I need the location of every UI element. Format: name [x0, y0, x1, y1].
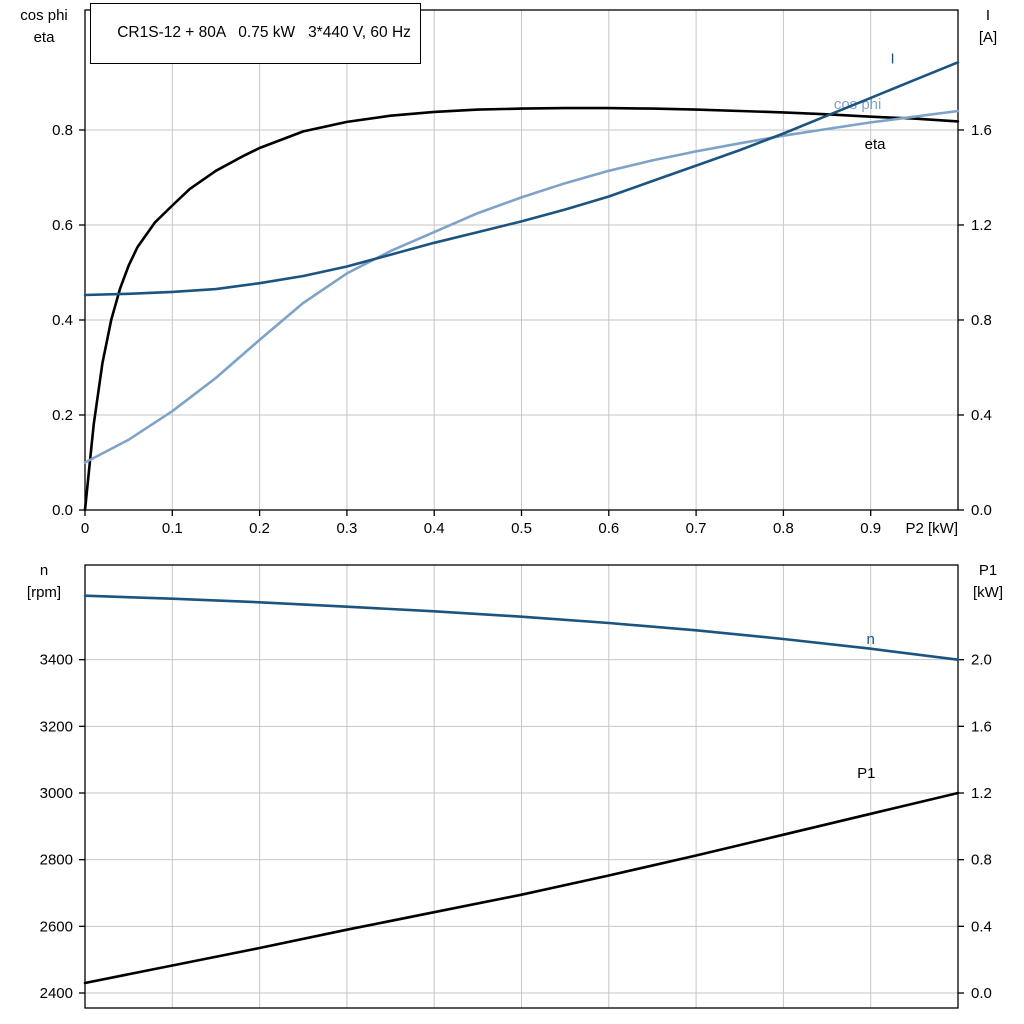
x-axis-tick-label: 0	[81, 520, 89, 537]
left-axis-tick-label: 2600	[40, 918, 73, 935]
curve-cos-phi	[83, 109, 960, 464]
right-axis-tick-label: 1.6	[971, 718, 992, 735]
left-axis-title: eta	[34, 29, 56, 46]
right-axis-tick-label: 0.8	[971, 852, 992, 869]
left-axis-tick-label: 0.6	[52, 217, 73, 234]
x-axis-tick-label: 0.7	[686, 520, 707, 537]
left-axis-tick-label: 0.8	[52, 122, 73, 139]
right-axis-tick-label: 0.0	[971, 502, 992, 519]
right-axis-tick-label: 2.0	[971, 652, 992, 669]
curve-eta	[83, 106, 960, 512]
left-axis-tick-label: 3400	[40, 652, 73, 669]
curve-speed	[83, 594, 960, 662]
right-axis-title: [A]	[979, 29, 997, 46]
curve-current	[83, 60, 960, 297]
right-axis-tick-label: 0.0	[971, 985, 992, 1002]
x-axis-tick-label: 0.4	[424, 520, 445, 537]
right-axis-tick-label: 1.2	[971, 785, 992, 802]
right-axis-tick-label: 1.2	[971, 217, 992, 234]
left-axis-tick-label: 3200	[40, 718, 73, 735]
curve-label-input-power: P1	[857, 765, 875, 782]
right-axis-tick-label: 1.6	[971, 122, 992, 139]
x-axis-tick-label: 0.1	[162, 520, 183, 537]
left-axis-tick-label: 0.0	[52, 502, 73, 519]
left-axis-tick-label: 0.4	[52, 312, 73, 329]
left-axis-tick-label: 0.2	[52, 407, 73, 424]
left-axis-tick-label: 2400	[40, 985, 73, 1002]
x-axis-tick-label: 0.2	[249, 520, 270, 537]
curve-label-current: I	[890, 51, 894, 68]
left-axis-title: [rpm]	[27, 584, 61, 601]
chart-motor-speed-power: 2400 2600 2800 3000 3200 3400 0.0 0.4 0.8 1.2 1.6 2…	[27, 562, 1003, 1009]
left-axis-title: n	[40, 562, 48, 579]
x-axis-tick-label: 0.9	[860, 520, 881, 537]
right-axis-title: P1	[979, 562, 997, 579]
curve-label-eta: eta	[865, 136, 887, 153]
right-axis-tick-label: 0.4	[971, 918, 992, 935]
curve-input-power	[83, 791, 960, 985]
x-axis-tick-label: 0.6	[598, 520, 619, 537]
left-axis-title: cos phi	[20, 7, 68, 24]
curve-label-speed: n	[867, 631, 875, 648]
plot-frame	[84, 564, 959, 1009]
x-axis-tick-label: 0.3	[336, 520, 357, 537]
right-axis-tick-label: 0.8	[971, 312, 992, 329]
x-axis-tick-label: 0.5	[511, 520, 532, 537]
right-axis-title: [kW]	[973, 584, 1003, 601]
x-axis-tick-label: 0.8	[773, 520, 794, 537]
left-axis-tick-label: 3000	[40, 785, 73, 802]
chart-title: CR1S-12 + 80A 0.75 kW 3*440 V, 60 Hz	[117, 24, 411, 41]
x-axis-title: P2 [kW]	[905, 520, 958, 537]
right-axis-tick-label: 0.4	[971, 407, 992, 424]
left-axis-tick-label: 2800	[40, 852, 73, 869]
right-axis-title: I	[986, 7, 990, 24]
chart-title-box: CR1S-12 + 80A 0.75 kW 3*440 V, 60 Hz	[90, 3, 421, 64]
chart-motor-electrical: 0.0 0.2 0.4 0.6 0.8 0.0 0.4 0.8 1.2 1.6 0 0.1 0.2 0.3…	[20, 7, 997, 537]
